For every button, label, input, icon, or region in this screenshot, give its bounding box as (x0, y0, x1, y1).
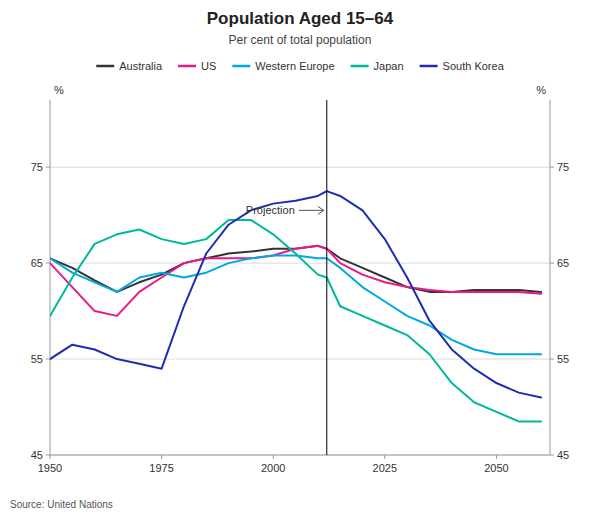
y-tick (46, 167, 50, 168)
x-axis (50, 455, 550, 456)
legend-swatch (232, 65, 250, 68)
projection-line (326, 100, 327, 455)
y-tick-label: 65 (31, 257, 43, 269)
grid-line (50, 167, 550, 168)
x-tick (384, 455, 385, 459)
legend-label: Western Europe (255, 60, 334, 72)
y-axis-label: % (54, 84, 64, 96)
y-tick-label: 75 (31, 161, 43, 173)
legend-swatch (351, 65, 369, 68)
x-tick (161, 455, 162, 459)
grid (50, 167, 550, 455)
legend-label: South Korea (443, 60, 505, 72)
plot-area (50, 100, 541, 455)
x-tick (50, 455, 51, 459)
legend-item: Japan (351, 60, 404, 72)
legend-item: US (178, 60, 216, 72)
y2-tick-label: 75 (557, 161, 569, 173)
x-tick (273, 455, 274, 459)
legend-item: Western Europe (232, 60, 334, 72)
annotation-arrowhead (318, 206, 324, 214)
legend-item: South Korea (420, 60, 505, 72)
x-tick-label: 2000 (261, 462, 285, 474)
y2-axis (550, 100, 551, 455)
y-axis (50, 100, 51, 455)
series-line (50, 220, 541, 421)
title: Population Aged 15–64 (207, 9, 394, 28)
legend-swatch (96, 65, 114, 68)
series-line (50, 191, 541, 397)
grid-line (50, 359, 550, 360)
y-tick-label: 55 (31, 353, 43, 365)
y-tick (46, 359, 50, 360)
x-tick-label: 1950 (38, 462, 62, 474)
series-line (50, 255, 541, 354)
legend-label: US (201, 60, 216, 72)
x-tick (496, 455, 497, 459)
y2-tick (550, 455, 554, 456)
legend-label: Australia (119, 60, 163, 72)
y-tick (46, 455, 50, 456)
legend-label: Japan (374, 60, 404, 72)
source: Source: United Nations (10, 499, 113, 510)
legend-item: Australia (96, 60, 163, 72)
grid-line (50, 263, 550, 264)
legend-swatch (178, 65, 196, 68)
y2-axis-label: % (536, 84, 546, 96)
subtitle: Per cent of total population (229, 33, 372, 47)
x-tick-label: 2050 (484, 462, 508, 474)
y2-tick-label: 55 (557, 353, 569, 365)
legend: Australia US Western Europe Japan South Kore… (96, 60, 504, 72)
y2-tick (550, 167, 554, 168)
y2-tick (550, 263, 554, 264)
x-tick-label: 2025 (373, 462, 397, 474)
chart: Population Aged 15–64 Per cent of total p… (0, 0, 600, 516)
y2-tick (550, 359, 554, 360)
annotation: Projection (246, 204, 295, 216)
y2-tick-label: 65 (557, 257, 569, 269)
annotation-arrow (299, 210, 324, 211)
grid-line (50, 455, 550, 456)
x-tick-label: 1975 (149, 462, 173, 474)
y-tick (46, 263, 50, 264)
y2-tick-label: 45 (557, 449, 569, 461)
y-tick-label: 45 (31, 449, 43, 461)
legend-swatch (420, 65, 438, 68)
